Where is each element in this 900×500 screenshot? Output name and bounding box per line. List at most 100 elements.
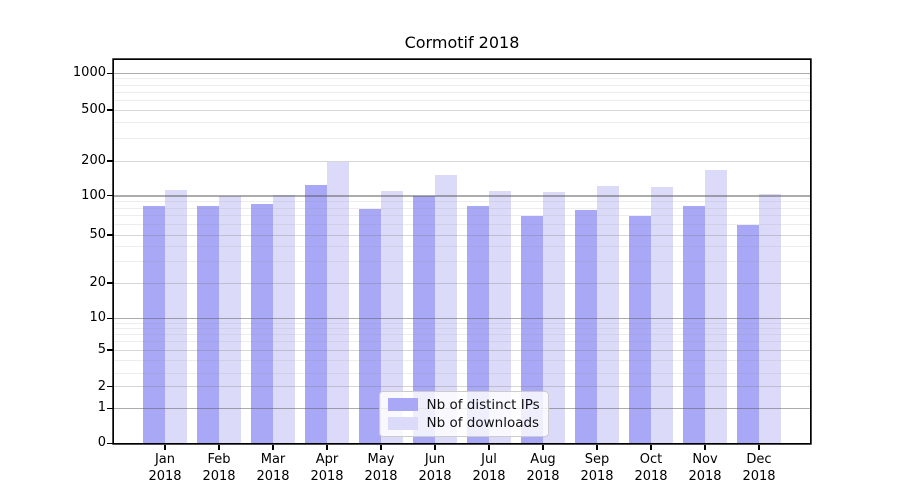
y-tick-label-2: 2 (97, 378, 106, 394)
bar-downloads-feb (219, 195, 241, 444)
x-tick-mark-nov (704, 444, 706, 450)
x-tick-month-nov: Nov (692, 452, 718, 467)
gridline-minor-300 (114, 137, 810, 139)
y-tick-label-1: 1 (97, 400, 106, 416)
x-tick-year-oct: 2018 (634, 469, 668, 484)
y-tick-mark-10 (107, 317, 113, 319)
x-tick-year-apr: 2018 (310, 469, 344, 484)
bar-downloads-apr (327, 162, 349, 444)
bar-ips-jul (467, 206, 489, 444)
bar-downloads-jun (435, 175, 457, 444)
legend-label-downloads: Nb of downloads (426, 415, 540, 432)
gridline-major-100 (114, 195, 810, 197)
y-tick-mark-5 (107, 349, 113, 351)
bar-downloads-aug (543, 191, 565, 444)
x-tick-month-aug: Aug (530, 452, 556, 467)
x-tick-month-oct: Oct (639, 452, 663, 467)
gridline-minor-3 (114, 372, 810, 374)
gridline-mid-20 (114, 282, 810, 284)
x-tick-label-jun: Jun 2018 (403, 451, 467, 485)
y-tick-label-20: 20 (89, 275, 106, 290)
legend-swatch-ips (387, 398, 418, 412)
x-tick-month-apr: Apr (315, 452, 339, 467)
gridline-minor-8 (114, 328, 810, 329)
chart-title: Cormotif 2018 (404, 33, 520, 52)
x-tick-label-oct: Oct 2018 (619, 451, 683, 485)
bar-downloads-oct (651, 187, 673, 444)
bar-ips-may (359, 209, 381, 444)
x-tick-label-feb: Feb 2018 (187, 451, 251, 485)
x-tick-mark-apr (326, 444, 328, 450)
y-tick-mark-0 (107, 442, 113, 444)
y-tick-label-500: 500 (81, 102, 106, 117)
x-tick-mark-jul (488, 444, 490, 450)
x-tick-year-feb: 2018 (202, 469, 236, 484)
gridline-minor-40 (114, 246, 810, 248)
gridline-minor-700 (114, 91, 810, 93)
bar-ips-dec (737, 224, 759, 444)
bar-ips-mar (251, 204, 273, 444)
y-tick-label-200: 200 (81, 153, 106, 168)
y-tick-label-10: 10 (89, 310, 106, 326)
x-tick-label-jan: Jan 2018 (133, 451, 197, 485)
x-tick-month-feb: Feb (207, 452, 231, 467)
y-tick-mark-200 (107, 160, 113, 162)
y-tick-mark-20 (107, 282, 113, 284)
x-tick-month-jul: Jul (481, 452, 497, 467)
y-tick-label-100: 100 (81, 187, 106, 203)
gridline-minor-70 (114, 215, 810, 217)
x-tick-label-aug: Aug 2018 (511, 451, 575, 485)
x-tick-year-nov: 2018 (688, 469, 722, 484)
x-tick-mark-feb (218, 444, 220, 450)
y-tick-label-1000: 1000 (72, 65, 106, 81)
x-tick-label-dec: Dec 2018 (727, 451, 791, 485)
y-tick-mark-500 (107, 109, 113, 111)
gridline-mid-50 (114, 234, 810, 236)
gridline-minor-4 (114, 359, 810, 361)
bar-ips-oct (629, 215, 651, 444)
gridline-minor-30 (114, 261, 810, 263)
gridline-mid-5 (114, 349, 810, 351)
legend-swatch-downloads (387, 416, 418, 430)
y-tick-mark-2 (107, 386, 113, 388)
x-tick-mark-jun (434, 444, 436, 450)
x-tick-label-apr: Apr 2018 (295, 451, 359, 485)
gridline-minor-400 (114, 121, 810, 123)
bar-ips-jun (413, 195, 435, 444)
x-tick-year-may: 2018 (364, 469, 398, 484)
x-tick-year-jan: 2018 (148, 469, 182, 484)
y-tick-mark-1000 (107, 72, 113, 74)
x-tick-year-dec: 2018 (742, 469, 776, 484)
bar-ips-apr (305, 185, 327, 444)
x-tick-label-sep: Sep 2018 (565, 451, 629, 485)
x-tick-mark-sep (596, 444, 598, 450)
bar-downloads-jul (489, 190, 511, 444)
x-tick-mark-mar (272, 444, 274, 450)
x-tick-month-mar: Mar (260, 452, 286, 467)
x-tick-year-sep: 2018 (580, 469, 614, 484)
bar-downloads-nov (705, 170, 727, 444)
gridline-mid-500 (114, 109, 810, 111)
x-tick-month-dec: Dec (746, 452, 772, 467)
y-tick-mark-100 (107, 195, 113, 197)
legend-item-downloads: Nb of downloads (387, 415, 540, 432)
x-tick-mark-may (380, 444, 382, 450)
x-tick-month-sep: Sep (584, 452, 610, 467)
x-tick-year-aug: 2018 (526, 469, 560, 484)
x-tick-year-mar: 2018 (256, 469, 290, 484)
x-tick-label-mar: Mar 2018 (241, 451, 305, 485)
bar-ips-sep (575, 209, 597, 444)
y-tick-mark-1 (107, 407, 113, 409)
x-tick-mark-oct (650, 444, 652, 450)
gridline-mid-2 (114, 386, 810, 388)
x-tick-mark-dec (758, 444, 760, 450)
bar-ips-jan (143, 205, 165, 444)
plot-area (114, 60, 810, 444)
x-tick-month-jan: Jan (154, 452, 176, 467)
bar-downloads-jan (165, 190, 187, 444)
gridline-major-10 (114, 317, 810, 320)
y-tick-label-0: 0 (97, 435, 106, 451)
gridline-minor-900 (114, 78, 810, 80)
gridline-major-1000 (114, 72, 810, 75)
gridline-mid-200 (114, 160, 810, 162)
